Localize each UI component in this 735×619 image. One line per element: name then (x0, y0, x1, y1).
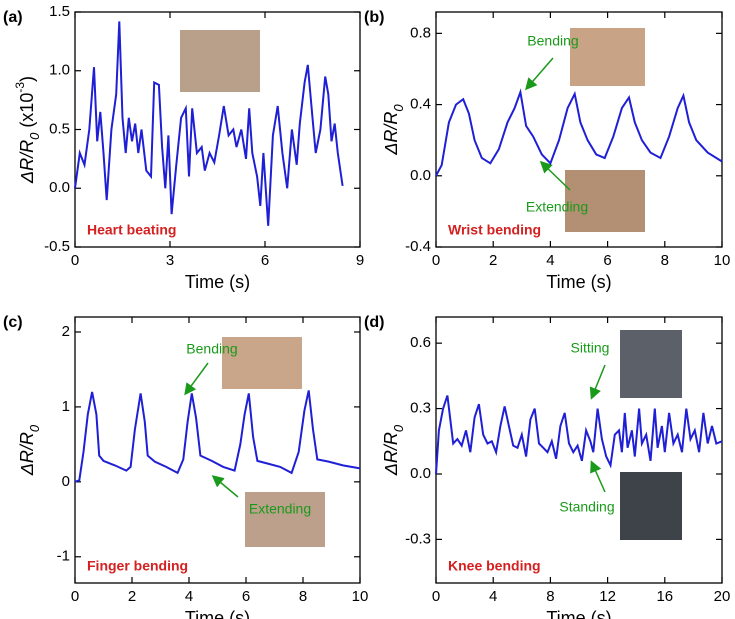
annotation: Bending (527, 33, 578, 49)
y-label-part: -3 (13, 82, 27, 93)
axes-frame (435, 316, 723, 584)
y-tick-label: 0.0 (410, 167, 431, 184)
arrows (184, 57, 606, 498)
y-axis-label: ΔR/R0 (381, 424, 406, 476)
data-line (74, 390, 361, 483)
panel-label: (c) (3, 314, 23, 331)
annotation: Sitting (571, 340, 610, 356)
y-tick-label: -0.3 (405, 530, 431, 547)
x-tick-label: 10 (714, 252, 731, 269)
annotation: Bending (186, 341, 237, 357)
panel-note: Heart beating (87, 222, 176, 238)
y-label-part: 0 (391, 424, 406, 432)
data-line (435, 395, 723, 475)
photo (620, 472, 682, 540)
x-tick-label: 4 (546, 252, 554, 269)
y-label-part: ΔR/R (17, 432, 37, 476)
y-tick-label: 0.4 (410, 96, 431, 113)
photo (620, 330, 682, 398)
x-axis-label: Time (s) (546, 272, 611, 292)
y-tick-label: -0.4 (405, 238, 431, 255)
y-tick-label: 1.0 (49, 62, 70, 79)
axes-frame (74, 316, 361, 584)
y-label-part: ΔR/R (381, 432, 401, 476)
y-tick-label: 0.8 (410, 24, 431, 41)
x-axis-label: Time (s) (546, 608, 611, 619)
y-label-part: 0 (27, 424, 42, 432)
x-tick-label: 2 (489, 252, 497, 269)
x-tick-label: 0 (432, 588, 440, 605)
x-tick-label: 4 (185, 588, 193, 605)
y-tick-label: 1 (62, 398, 70, 415)
x-tick-label: 12 (599, 588, 616, 605)
x-tick-label: 8 (661, 252, 669, 269)
x-tick-label: 0 (71, 252, 79, 269)
photo (180, 30, 260, 92)
x-axis-label: Time (s) (185, 272, 250, 292)
y-label-part: ) (17, 76, 37, 82)
y-tick-label: -1 (57, 548, 70, 565)
axes-frame (435, 11, 723, 248)
y-tick-label: 2 (62, 323, 70, 340)
panel-note: Wrist bending (448, 222, 541, 238)
x-tick-label: 2 (128, 588, 136, 605)
annotation: Standing (559, 499, 614, 515)
y-label-part: (x10 (17, 93, 37, 133)
x-tick-label: 6 (242, 588, 250, 605)
photo (245, 492, 325, 547)
photo (222, 337, 302, 389)
panel-label: (d) (364, 314, 384, 331)
x-tick-label: 0 (432, 252, 440, 269)
data-line (74, 21, 344, 226)
photo (565, 170, 645, 232)
photo (570, 28, 645, 86)
annotation: Extending (249, 501, 311, 517)
data-line (435, 88, 723, 177)
x-tick-label: 9 (356, 252, 364, 269)
panel-note: Knee bending (448, 558, 541, 574)
y-tick-label: 0.3 (410, 400, 431, 417)
panel-label: (a) (3, 9, 23, 26)
y-tick-label: -0.5 (44, 238, 70, 255)
x-tick-label: 6 (261, 252, 269, 269)
y-tick-label: 0.0 (49, 179, 70, 196)
x-tick-label: 8 (299, 588, 307, 605)
y-axis-label: ΔR/R0 (381, 104, 406, 156)
x-tick-label: 10 (352, 588, 369, 605)
y-tick-label: 0 (62, 473, 70, 490)
y-tick-label: 0.0 (410, 465, 431, 482)
x-tick-label: 8 (546, 588, 554, 605)
y-tick-label: 1.5 (49, 3, 70, 20)
x-tick-label: 20 (714, 588, 731, 605)
panel-label: (b) (364, 9, 384, 26)
y-label-part: 0 (27, 132, 42, 140)
x-tick-label: 16 (656, 588, 673, 605)
y-axis-label: ΔR/R0 (17, 424, 42, 476)
y-label-part: 0 (391, 104, 406, 112)
y-tick-label: 0.5 (49, 120, 70, 137)
x-tick-label: 4 (489, 588, 497, 605)
y-label-part: ΔR/R (381, 112, 401, 156)
y-tick-label: 0.6 (410, 334, 431, 351)
panel-note: Finger bending (87, 558, 188, 574)
y-label-part: ΔR/R (17, 140, 37, 184)
annotation: Extending (526, 199, 588, 215)
x-tick-label: 0 (71, 588, 79, 605)
x-axis-label: Time (s) (185, 608, 250, 619)
x-tick-label: 3 (166, 252, 174, 269)
y-axis-label: ΔR/R0 (x10-3) (13, 76, 42, 184)
x-tick-label: 6 (603, 252, 611, 269)
